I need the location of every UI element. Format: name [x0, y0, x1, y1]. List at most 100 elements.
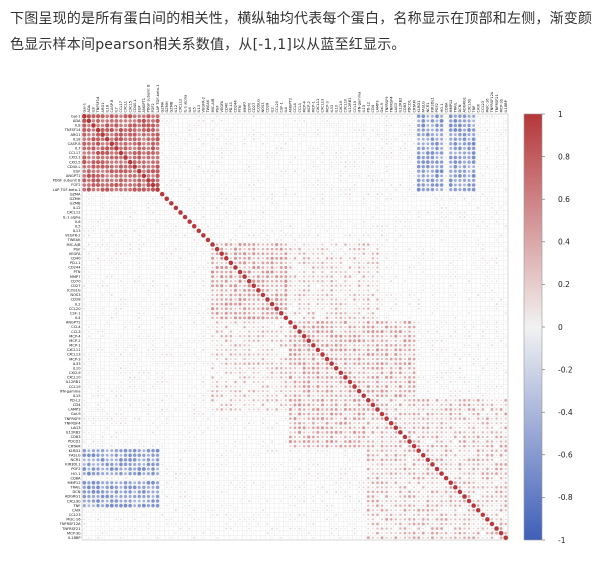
- heatmap-cell: [170, 349, 173, 351]
- heatmap-cell: [330, 216, 333, 218]
- heatmap-cell: [133, 399, 136, 402]
- heatmap-cell: [266, 252, 269, 256]
- heatmap-cell: [459, 394, 461, 397]
- heatmap-cell: [298, 371, 301, 374]
- heatmap-cell: [294, 225, 296, 227]
- heatmap-cell: [339, 261, 342, 265]
- heatmap-cell: [114, 146, 119, 151]
- heatmap-cell: [399, 253, 401, 255]
- heatmap-cell: [88, 381, 90, 383]
- heatmap-cell: [132, 119, 137, 123]
- heatmap-cell: [398, 384, 402, 389]
- heatmap-cell: [348, 353, 352, 356]
- heatmap-cell: [330, 293, 333, 297]
- heatmap-cell: [303, 152, 305, 154]
- heatmap-cell: [252, 311, 256, 315]
- heatmap-cell: [454, 321, 456, 324]
- heatmap-cell: [463, 381, 466, 383]
- heatmap-cell: [317, 165, 319, 168]
- heatmap-cell: [454, 394, 457, 397]
- heatmap-cell: [115, 422, 118, 424]
- heatmap-cell: [321, 289, 324, 292]
- heatmap-cell: [381, 298, 383, 301]
- heatmap-cell: [198, 376, 200, 378]
- heatmap-cell: [450, 321, 452, 324]
- heatmap-cell: [251, 283, 257, 289]
- heatmap-cell: [189, 193, 191, 195]
- heatmap-cell: [243, 385, 246, 388]
- heatmap-cell: [458, 398, 462, 402]
- heatmap-cell: [467, 435, 471, 439]
- heatmap-cell: [321, 362, 324, 365]
- heatmap-cell: [385, 449, 388, 452]
- heatmap-cell: [280, 353, 282, 356]
- heatmap-cell: [496, 184, 498, 186]
- heatmap-cell: [243, 302, 246, 306]
- heatmap-cell: [367, 417, 370, 420]
- heatmap-cell: [243, 211, 246, 214]
- heatmap-cell: [216, 454, 218, 457]
- heatmap-cell: [449, 133, 453, 137]
- heatmap-cell: [211, 256, 215, 260]
- heatmap-cell: [375, 407, 380, 412]
- heatmap-cell: [262, 445, 264, 447]
- heatmap-cell: [482, 372, 484, 374]
- heatmap-cell: [83, 431, 86, 434]
- heatmap-cell: [288, 407, 292, 411]
- heatmap-cell: [358, 330, 361, 333]
- heatmap-cell: [224, 302, 228, 306]
- heatmap-cell: [325, 348, 329, 351]
- heatmap-cell: [293, 417, 297, 421]
- heatmap-cell: [207, 156, 209, 159]
- heatmap-cell: [353, 280, 356, 282]
- heatmap-cell: [362, 316, 366, 320]
- heatmap-cell: [440, 440, 443, 443]
- heatmap-cell: [409, 193, 410, 195]
- heatmap-cell: [450, 253, 452, 255]
- heatmap-cell: [105, 449, 109, 453]
- heatmap-cell: [326, 184, 328, 186]
- heatmap-cell: [161, 431, 163, 433]
- heatmap-cell: [293, 343, 297, 347]
- heatmap-cell: [198, 175, 200, 177]
- heatmap-cell: [247, 275, 251, 278]
- heatmap-cell: [449, 165, 453, 169]
- heatmap-cell: [101, 445, 104, 447]
- heatmap-cell: [458, 426, 461, 429]
- heatmap-cell: [91, 132, 96, 137]
- heatmap-cell: [363, 184, 365, 186]
- heatmap-cell: [408, 188, 411, 191]
- heatmap-cell: [321, 202, 324, 205]
- heatmap-cell: [390, 156, 392, 159]
- heatmap-cell: [193, 193, 195, 195]
- heatmap-cell: [270, 311, 274, 315]
- heatmap-cell: [376, 353, 379, 356]
- heatmap-cell: [491, 243, 493, 246]
- heatmap-cell: [394, 303, 397, 306]
- heatmap-cell: [389, 334, 393, 338]
- heatmap-cell: [366, 298, 370, 301]
- heatmap-cell: [486, 385, 489, 388]
- heatmap-cell: [326, 284, 329, 287]
- heatmap-cell: [491, 385, 493, 388]
- heatmap-cell: [224, 316, 228, 320]
- heatmap-cell: [128, 183, 132, 187]
- heatmap-cell: [275, 270, 278, 274]
- heatmap-cell: [440, 371, 443, 374]
- heatmap-cell: [495, 230, 498, 232]
- heatmap-cell: [330, 115, 333, 118]
- heatmap-cell: [114, 178, 119, 183]
- heatmap-cell: [211, 170, 214, 173]
- heatmap-cell: [175, 303, 177, 305]
- heatmap-cell: [404, 161, 406, 163]
- heatmap-cell: [395, 216, 397, 218]
- heatmap-cell: [129, 395, 131, 397]
- heatmap-cell: [445, 417, 448, 420]
- heatmap-cell: [371, 375, 375, 379]
- heatmap-cell: [298, 430, 302, 434]
- heatmap-cell: [193, 207, 196, 209]
- heatmap-cell: [161, 381, 164, 383]
- heatmap-cell: [88, 404, 90, 406]
- heatmap-cell: [257, 348, 260, 351]
- heatmap-cell: [445, 211, 447, 214]
